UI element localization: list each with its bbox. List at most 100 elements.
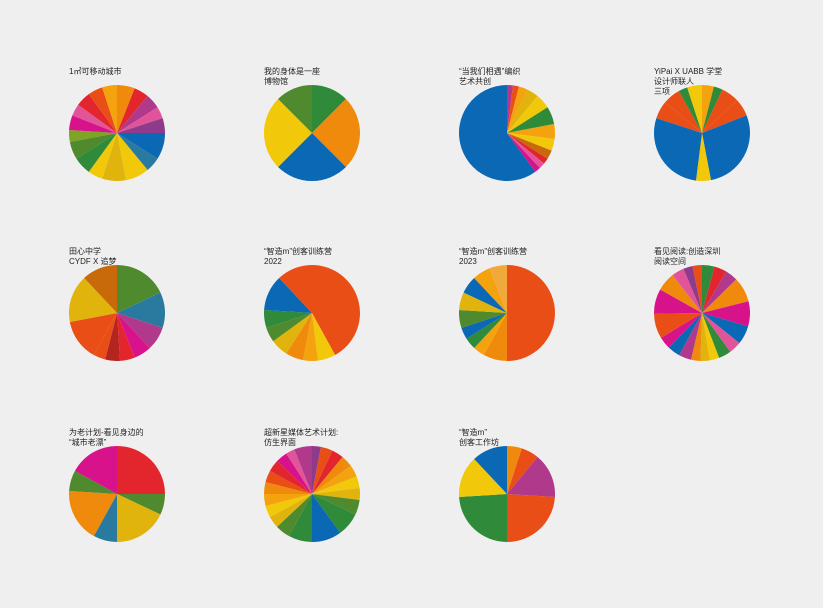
pie-slice [312,265,360,356]
pie-slice [695,133,711,181]
pie-slice [312,446,321,494]
pie-slice [266,313,312,342]
pie-slice [277,494,312,537]
pie-slice [312,450,343,494]
pie-slice [683,265,702,313]
pie-slice [117,133,158,170]
pie-slice [463,278,507,313]
pie-slice [277,453,312,494]
pie-slice [76,133,117,172]
pie-slice [312,487,360,501]
pie-slice [660,275,702,313]
pie-slice [303,313,319,361]
pie-chart [69,265,165,361]
pie-slice [69,115,117,133]
pie-slice [687,85,702,133]
pie-slice [507,133,544,168]
pie-chart-card: 为老计划-看见身边的 “城市老漂” [69,428,199,608]
pie-slice [117,118,165,133]
pie-slice [312,99,360,167]
pie-slice [117,85,135,133]
pie-slice [69,129,117,142]
pie-slice [507,107,555,133]
pie-chart [654,265,750,361]
pie-slice [264,309,312,328]
pie-slice [312,457,351,494]
pie-slice [702,115,750,181]
pie-slice [312,494,356,533]
chart-title: 田心中学 CYDF X 追梦 [69,247,117,266]
pie-slice [672,268,702,313]
pie-slice [459,292,507,313]
pie-slice [264,278,312,313]
chart-title: 超新星媒体艺术计划: 仿生界面 [264,428,339,447]
pie-slice [265,494,312,518]
pie-chart-card: 田心中学 CYDF X 追梦 [69,247,199,427]
pie-chart [459,265,555,361]
pie-slice [702,279,749,313]
pie-slice [678,87,702,133]
pie-slice [459,309,507,328]
pie-slice [702,86,723,133]
chart-title: “智造m”创客训练营 2023 [459,247,527,266]
pie-slice [654,313,702,338]
pie-chart-card: “智造m”创客训练营 2022 [264,247,394,427]
pie-slice [459,85,536,181]
pie-slice [93,313,117,360]
pie-chart [654,85,750,181]
pie-slice [117,88,148,133]
pie-slice [265,470,312,494]
pie-slice [269,461,312,494]
pie-slice [489,265,507,313]
chart-title: 我的身体是一座 博物馆 [264,67,320,86]
pie-slice [69,133,117,159]
pie-slice [474,313,507,356]
pie-slice [117,313,135,361]
pie-slice [312,313,336,361]
chart-title: “智造m”创客训练营 2022 [264,247,332,266]
pie-slice [507,96,548,133]
pie-slice [269,494,312,527]
pie-chart-card: “智造m”创客训练营 2023 [459,247,589,427]
pie-chart [264,265,360,361]
pie-slice [117,265,161,313]
pie-slice [507,446,522,494]
pie-slice [507,89,538,133]
pie-slice [105,313,121,361]
pie-slice [702,271,737,313]
pie-chart [69,85,165,181]
pie-slice [117,133,148,181]
pie-slice [312,494,341,542]
pie-slice [474,268,507,313]
pie-slice [273,313,312,354]
pie-slice [264,494,312,506]
pie-slice [264,99,312,167]
pie-slice [117,292,165,328]
pie-slice [88,87,117,133]
pie-slice [507,448,538,494]
pie-slice [654,118,702,181]
pie-slice [702,313,731,358]
pie-chart [264,85,360,181]
pie-slice [507,85,519,133]
pie-slice [69,470,117,494]
pie-slice [507,133,540,172]
chart-title: 看见阅读:创造深圳 阅读空间 [654,247,721,266]
pie-slice [668,313,702,356]
pie-slice [278,133,346,181]
pie-slice [278,85,312,133]
pie-slice [286,313,312,361]
pie-slice [264,482,312,494]
pie-slice [507,133,552,159]
pie-slice [279,265,312,313]
pie-slice [702,100,747,133]
pie-slice [286,449,312,494]
pie-chart-card: “智造m” 创客工作坊 [459,428,589,608]
pie-slice [692,265,702,313]
pie-slice [102,85,117,133]
pie-slice [312,476,360,494]
pie-slice [702,313,740,352]
pie-slice [690,313,702,361]
pie-slice [288,494,312,542]
